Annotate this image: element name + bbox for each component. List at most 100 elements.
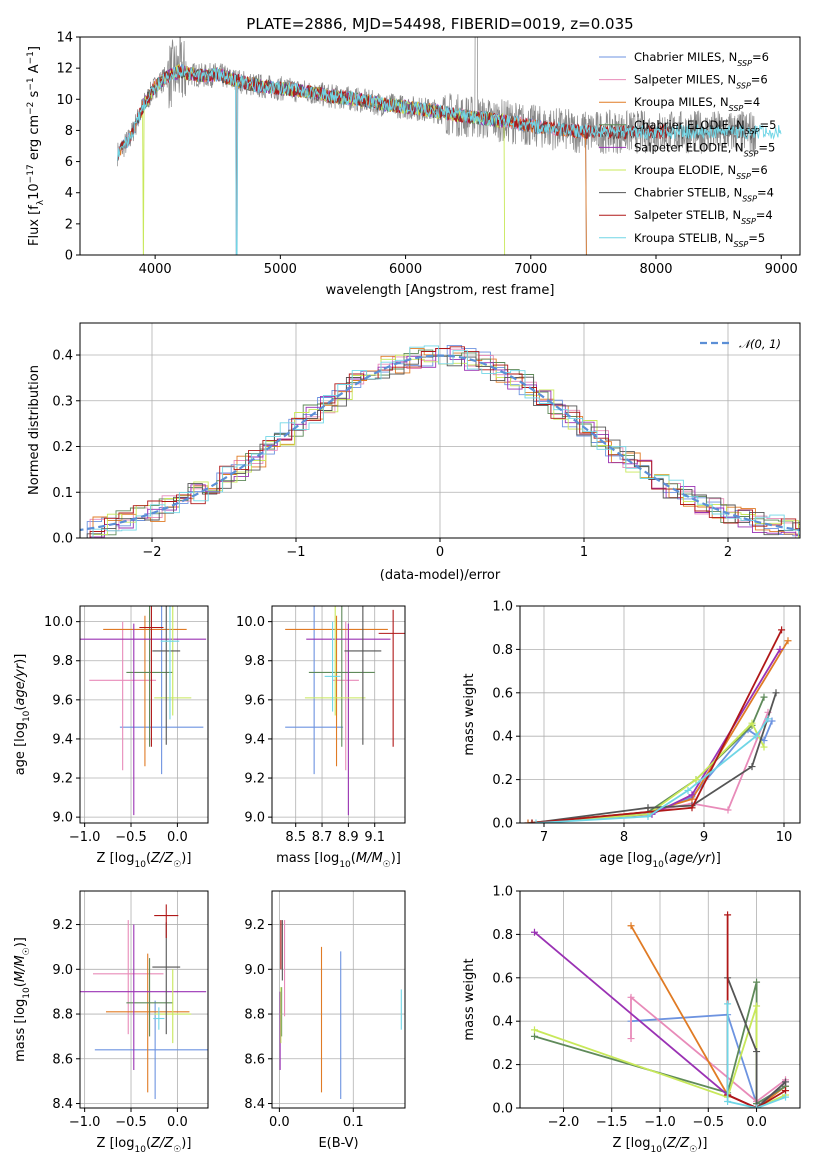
series-line bbox=[531, 696, 765, 823]
axes-frame: −1.0 −0.5 0.0 8.4 8.6 8.8 9.0 9.2 bbox=[52, 890, 209, 1130]
legend-label-part: SSP bbox=[744, 149, 759, 158]
model-spectrum-kroupa-stelib bbox=[117, 63, 782, 255]
x-axis-label-part: )] bbox=[697, 1136, 707, 1151]
histogram-steps bbox=[80, 348, 800, 538]
y-tick-label: 0.0 bbox=[492, 1102, 513, 1117]
series-point-marker bbox=[748, 719, 756, 727]
axes-border bbox=[79, 605, 209, 824]
axes-border bbox=[519, 605, 801, 824]
y-tick-label: 9.0 bbox=[52, 963, 73, 978]
y-tick-label: 8 bbox=[65, 124, 73, 139]
x-tick-label: 8000 bbox=[639, 262, 672, 277]
plot-area bbox=[117, 37, 782, 255]
y-axis-label-part: mass weight bbox=[462, 673, 477, 755]
series-point-marker bbox=[764, 715, 772, 723]
x-axis-label: Z [log10(Z/Z☉)] bbox=[97, 1136, 192, 1155]
y-tick-label: 9.8 bbox=[244, 654, 265, 669]
x-axis-label-part: )] bbox=[181, 851, 191, 866]
legend-label-part: Kroupa STELIB, N bbox=[634, 231, 734, 245]
axes-frame: −2.0 −1.5 −1.0 −0.5 0.0 0.0 0.2 0.4 0.6 0.8 1.0 bbox=[492, 885, 801, 1130]
legend-label-part: SSP bbox=[736, 81, 751, 90]
series-point-marker bbox=[753, 1048, 761, 1056]
series-point-marker bbox=[768, 717, 776, 725]
x-tick-label: −1.0 bbox=[644, 1115, 676, 1130]
histogram-steps bbox=[80, 348, 800, 538]
y-tick-label: 4 bbox=[65, 186, 73, 201]
y-axis-label-part: erg cm bbox=[27, 115, 42, 164]
x-tick-label: 0.0 bbox=[167, 1115, 188, 1130]
y-tick-label: 9.2 bbox=[52, 918, 73, 933]
y-tick-label: 0.4 bbox=[492, 1015, 513, 1030]
y-tick-label: 1.0 bbox=[492, 885, 513, 900]
legend-label-part: Salpeter ELODIE, N bbox=[634, 140, 744, 154]
legend-label-part: SSP bbox=[741, 217, 756, 226]
series-line bbox=[630, 995, 787, 1103]
y-axis-label-part: s bbox=[27, 90, 42, 101]
y-tick-label: 8.6 bbox=[244, 1052, 265, 1067]
x-axis-label: mass [log10(M/M☉)] bbox=[276, 851, 401, 870]
age-vs-mass-panel: 8.5 8.7 8.9 9.1 9.0 9.2 9.4 9.6 9.8 10.0 mass [log… bbox=[236, 605, 406, 870]
plot-area bbox=[80, 904, 208, 1100]
series-point-marker bbox=[627, 922, 635, 930]
series-point-marker bbox=[748, 763, 756, 771]
y-tick-label: 0.6 bbox=[492, 686, 513, 701]
y-axis-label-part: mass [log bbox=[13, 999, 28, 1062]
legend-label: Salpeter MILES, NSSP=6 bbox=[634, 73, 768, 91]
x-axis-label-part: ( bbox=[664, 851, 669, 866]
x-axis-label-part: 10 bbox=[652, 860, 664, 870]
series-point-marker bbox=[724, 806, 732, 814]
legend-label-part: Kroupa ELODIE, N bbox=[634, 163, 736, 177]
y-tick-label: 9.2 bbox=[244, 918, 265, 933]
y-axis-label-part: Normed distribution bbox=[27, 365, 42, 495]
series-point-marker bbox=[724, 1000, 732, 1008]
series-point-marker bbox=[782, 1078, 790, 1086]
legend-label-part: =6 bbox=[752, 50, 769, 64]
series-point-marker bbox=[692, 776, 700, 784]
y-axis-label-part: ] bbox=[27, 46, 42, 51]
x-tick-label: 7 bbox=[540, 830, 548, 845]
x-axis-label-part: )] bbox=[181, 1136, 191, 1151]
x-tick-label: 9.1 bbox=[364, 830, 385, 845]
x-axis-label-part: )] bbox=[391, 851, 401, 866]
histogram-steps bbox=[80, 345, 800, 538]
legend-label-part: SSP bbox=[734, 239, 749, 248]
y-tick-label: 2 bbox=[65, 217, 73, 232]
y-tick-label: 1.0 bbox=[492, 600, 513, 615]
x-tick-label: −2 bbox=[142, 545, 161, 560]
mass-vs-extinction-panel: 0.0 0.1 8.4 8.6 8.8 9.0 9.2 E(B-V) bbox=[244, 890, 406, 1151]
legend-label-part: SSP bbox=[729, 104, 744, 113]
normal-reference-curve bbox=[80, 354, 800, 532]
y-axis-label-part: −1 bbox=[26, 77, 36, 90]
series-point-marker bbox=[776, 645, 784, 653]
y-tick-label: 0.3 bbox=[52, 394, 73, 409]
legend-label: 𝒩(0, 1) bbox=[739, 337, 781, 351]
series-line bbox=[531, 629, 783, 823]
y-axis-label-part: M/M bbox=[13, 955, 28, 982]
x-tick-label: 0.1 bbox=[343, 1115, 364, 1130]
x-tick-label: 8.7 bbox=[312, 830, 333, 845]
x-tick-label: 4000 bbox=[139, 262, 172, 277]
series-point-marker bbox=[524, 819, 532, 823]
axes-frame: 7 8 9 10 0.0 0.2 0.4 0.6 0.8 1.0 bbox=[492, 600, 801, 845]
y-tick-label: 9.8 bbox=[52, 654, 73, 669]
x-axis-label-part: 10 bbox=[339, 860, 351, 870]
legend-label: Kroupa MILES, NSSP=4 bbox=[634, 95, 760, 113]
y-tick-label: 0.0 bbox=[52, 532, 73, 547]
legend-label-part: Salpeter STELIB, N bbox=[634, 208, 741, 222]
x-axis-label-part: ( bbox=[146, 1136, 151, 1151]
x-axis-label-part: wavelength [Angstrom, rest frame] bbox=[326, 283, 555, 298]
legend-label-part: SSP bbox=[737, 59, 752, 68]
x-axis-label-part: E(B-V) bbox=[318, 1136, 358, 1151]
y-tick-label: 9.4 bbox=[244, 732, 265, 747]
x-tick-label: 10 bbox=[776, 830, 793, 845]
x-axis-label: wavelength [Angstrom, rest frame] bbox=[326, 283, 555, 298]
y-tick-label: 9.2 bbox=[244, 772, 265, 787]
x-tick-label: 1 bbox=[580, 545, 588, 560]
x-tick-label: 8.9 bbox=[338, 830, 359, 845]
y-axis-label: mass weight bbox=[462, 958, 477, 1040]
y-axis-label: mass weight bbox=[462, 673, 477, 755]
y-tick-label: 10 bbox=[56, 93, 73, 108]
x-axis-label-part: 10 bbox=[134, 860, 146, 870]
series-point-marker bbox=[644, 812, 652, 820]
y-tick-label: 0.2 bbox=[492, 773, 513, 788]
